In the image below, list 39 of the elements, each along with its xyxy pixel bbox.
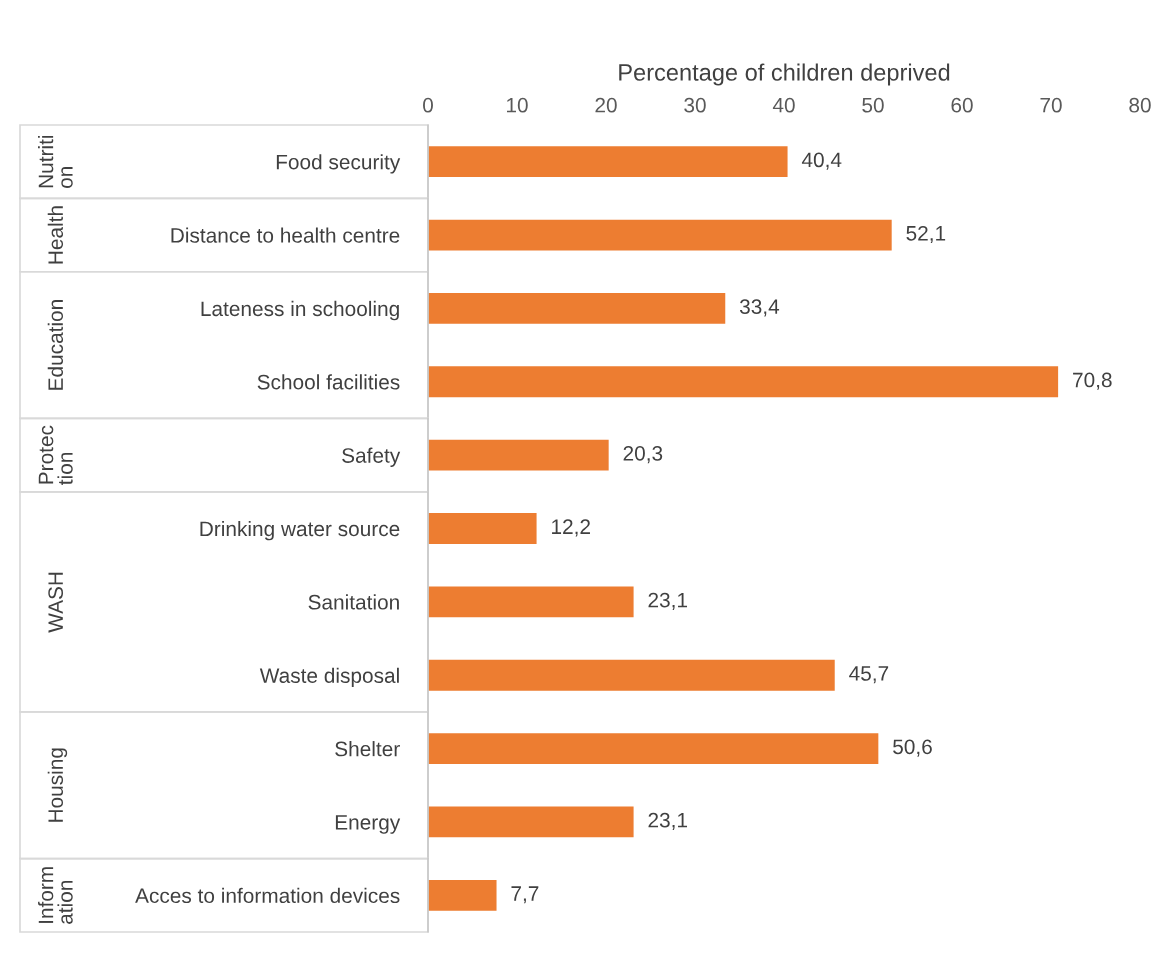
x-tick-label: 50 xyxy=(862,97,884,113)
y-tick-label: Safety xyxy=(342,447,401,468)
data-label: 7,7 xyxy=(511,886,539,904)
y-axis-title: Nutriti on xyxy=(38,135,73,189)
y-tick-label: Energy xyxy=(335,815,401,834)
x-tick-label: 60 xyxy=(951,97,973,113)
x-tick-label: 0 xyxy=(423,97,433,113)
y-axis-title: Inform ation xyxy=(38,867,73,924)
x-tick-label: 10 xyxy=(507,97,528,113)
y-tick-label: Waste disposal xyxy=(259,667,399,688)
y-axis-title: Health xyxy=(47,206,64,264)
y-axis-title: Housing xyxy=(47,748,68,822)
data-label: 50,6 xyxy=(893,739,932,757)
y-tick-label: Acces to information devices xyxy=(135,887,400,904)
y-axis-title: Education xyxy=(47,300,64,390)
x-tick-label: 80 xyxy=(1129,97,1151,113)
data-label: 40,4 xyxy=(801,152,842,170)
data-label: 23,1 xyxy=(648,812,688,831)
x-tick-label: 70 xyxy=(1040,97,1062,113)
y-axis-title: WASH xyxy=(48,572,64,633)
x-tick-label: 30 xyxy=(684,97,706,113)
data-label: 23,1 xyxy=(648,592,688,610)
x-tick-label: 40 xyxy=(772,97,795,113)
data-label: 20,3 xyxy=(623,445,663,464)
y-tick-label: Food security xyxy=(276,154,401,174)
y-tick-label: Shelter xyxy=(335,741,400,757)
y-axis-title: Protec tion xyxy=(38,425,73,485)
x-axis-title: Percentage of children deprived xyxy=(619,63,950,86)
y-tick-label: School facilities xyxy=(257,374,400,390)
data-label: 45,7 xyxy=(849,666,889,684)
x-tick-label: 20 xyxy=(595,97,617,113)
y-tick-label: Sanitation xyxy=(308,594,399,610)
data-label: 70,8 xyxy=(1073,372,1112,390)
y-tick-label: Drinking water source xyxy=(200,520,400,541)
data-label: 33,4 xyxy=(739,299,780,317)
data-label: 12,2 xyxy=(552,519,590,537)
y-tick-label: Lateness in schooling xyxy=(201,300,399,321)
data-label: 52,1 xyxy=(906,225,946,244)
y-tick-label: Distance to health centre xyxy=(171,227,400,243)
